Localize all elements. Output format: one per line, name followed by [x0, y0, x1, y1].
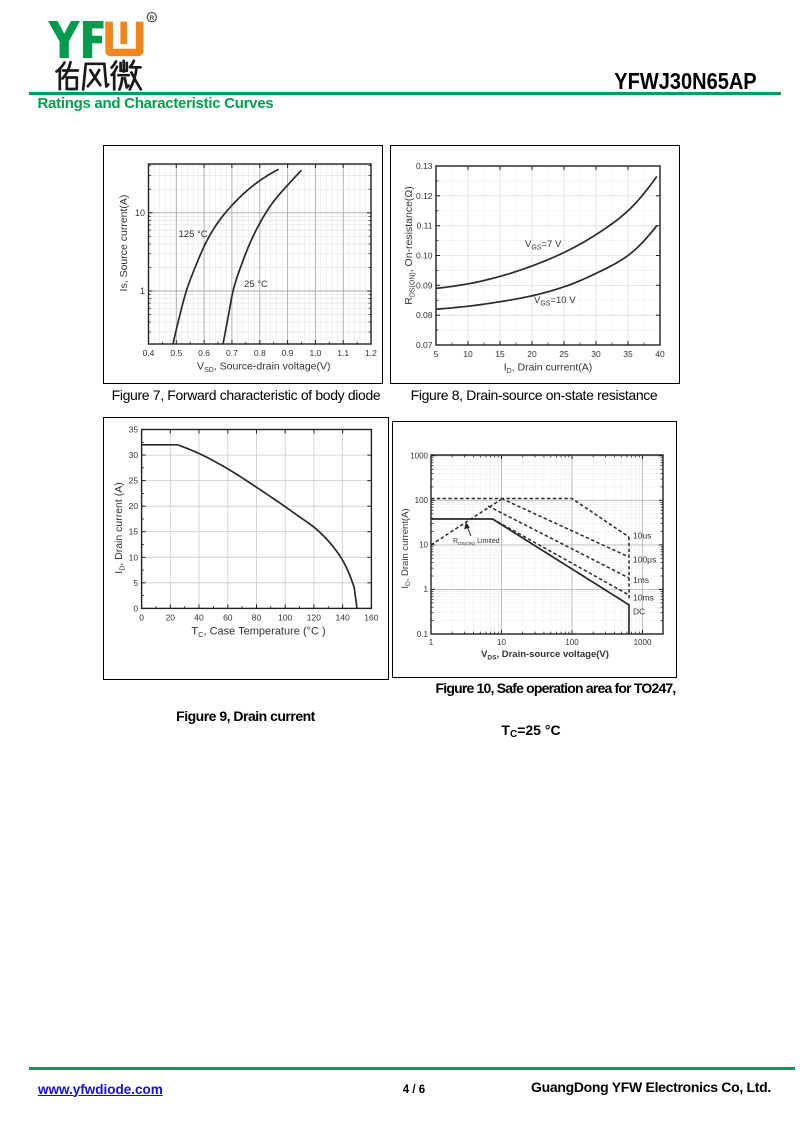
- svg-text:20: 20: [129, 501, 139, 511]
- svg-text:100: 100: [565, 638, 579, 647]
- svg-text:RDS(ON) Limited: RDS(ON) Limited: [453, 538, 500, 547]
- svg-text:ID, Drain current(A): ID, Drain current(A): [504, 362, 593, 376]
- svg-text:0.12: 0.12: [416, 191, 433, 201]
- svg-text:100μs: 100μs: [633, 555, 656, 565]
- svg-text:30: 30: [129, 450, 139, 460]
- svg-text:40: 40: [194, 612, 204, 622]
- svg-text:10: 10: [129, 552, 139, 562]
- svg-text:10: 10: [135, 208, 145, 218]
- svg-text:35: 35: [623, 349, 633, 359]
- svg-text:DC: DC: [633, 607, 645, 617]
- svg-text:0.13: 0.13: [416, 161, 433, 171]
- svg-text:VDS, Drain-source voltage(V): VDS, Drain-source voltage(V): [481, 649, 609, 662]
- svg-text:TC, Case Temperature (°C ): TC, Case Temperature (°C ): [191, 625, 325, 639]
- svg-text:15: 15: [495, 349, 505, 359]
- svg-text:0.5: 0.5: [170, 348, 182, 358]
- svg-text:25 °C: 25 °C: [244, 279, 268, 290]
- svg-text:100: 100: [415, 496, 429, 505]
- svg-text:80: 80: [252, 612, 262, 622]
- svg-text:1: 1: [424, 585, 429, 594]
- svg-text:Is, Source current(A): Is, Source current(A): [118, 195, 130, 292]
- svg-text:0.11: 0.11: [417, 221, 433, 231]
- svg-text:100: 100: [278, 612, 292, 622]
- svg-text:1: 1: [429, 638, 434, 647]
- svg-text:30: 30: [591, 349, 601, 359]
- svg-text:R: R: [149, 15, 154, 22]
- svg-text:1.0: 1.0: [309, 348, 321, 358]
- svg-text:ID, Drain current (A): ID, Drain current (A): [113, 482, 127, 573]
- svg-text:VSD, Source-drain voltage(V): VSD, Source-drain voltage(V): [197, 361, 330, 375]
- svg-text:10ms: 10ms: [633, 593, 654, 603]
- svg-text:20: 20: [527, 349, 537, 359]
- svg-text:0.10: 0.10: [416, 251, 433, 261]
- svg-text:40: 40: [655, 349, 665, 359]
- svg-text:25: 25: [129, 476, 139, 486]
- svg-text:15: 15: [129, 527, 139, 537]
- svg-text:1: 1: [140, 286, 145, 296]
- svg-text:10us: 10us: [633, 531, 651, 541]
- svg-text:10: 10: [419, 541, 428, 550]
- svg-text:10: 10: [463, 349, 473, 359]
- svg-text:0.4: 0.4: [143, 348, 155, 358]
- svg-text:20: 20: [166, 612, 176, 622]
- svg-text:10: 10: [497, 638, 506, 647]
- svg-text:VGS=10 V: VGS=10 V: [534, 295, 576, 308]
- svg-text:0.6: 0.6: [198, 348, 210, 358]
- svg-text:0.7: 0.7: [226, 348, 238, 358]
- svg-text:25: 25: [559, 349, 569, 359]
- svg-text:125 °C: 125 °C: [179, 229, 208, 240]
- svg-text:5: 5: [434, 349, 439, 359]
- svg-text:0.8: 0.8: [254, 348, 266, 358]
- svg-text:0: 0: [139, 612, 144, 622]
- svg-text:1.2: 1.2: [365, 348, 377, 358]
- svg-text:1ms: 1ms: [633, 575, 649, 585]
- svg-text:VGS=7 V: VGS=7 V: [525, 239, 562, 252]
- svg-text:1.1: 1.1: [337, 348, 349, 358]
- svg-text:0.09: 0.09: [416, 280, 433, 290]
- svg-text:0.1: 0.1: [417, 630, 429, 639]
- svg-text:160: 160: [364, 612, 378, 622]
- svg-text:0.08: 0.08: [416, 310, 433, 320]
- svg-text:5: 5: [133, 578, 138, 588]
- svg-text:1000: 1000: [410, 452, 428, 461]
- svg-text:0.07: 0.07: [416, 340, 433, 350]
- svg-text:ID, Drain current(A): ID, Drain current(A): [400, 508, 412, 588]
- svg-text:RDS(ON), On-resistance(Ω): RDS(ON), On-resistance(Ω): [403, 186, 417, 305]
- svg-text:0: 0: [133, 603, 138, 613]
- svg-text:120: 120: [307, 612, 321, 622]
- svg-text:0.9: 0.9: [282, 348, 294, 358]
- svg-text:1000: 1000: [634, 638, 652, 647]
- svg-text:140: 140: [336, 612, 350, 622]
- svg-text:60: 60: [223, 612, 233, 622]
- svg-text:35: 35: [129, 425, 139, 435]
